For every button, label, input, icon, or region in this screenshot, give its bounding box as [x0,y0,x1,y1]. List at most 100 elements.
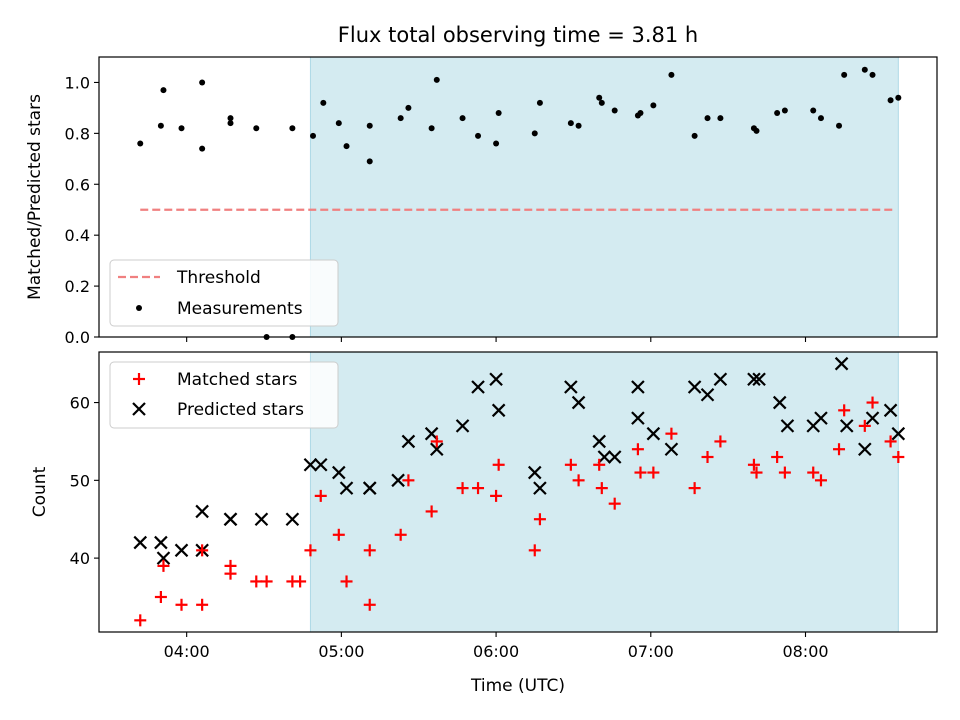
bottom-panel: 40 50 60 04:00 05:00 06:00 07:00 08:00 Matched … [30,351,938,696]
observing-time-shade [309,351,899,633]
y-tick-label: 0.4 [65,226,90,245]
x-tick-label: 05:00 [318,642,364,661]
matched-star-point [363,598,376,611]
matched-star-point [595,482,608,495]
measurement-point [575,122,582,129]
legend-matched-swatch [133,373,145,385]
chart-title: Flux total observing time = 3.81 h [338,23,698,47]
x-tick-label: 08:00 [782,642,828,661]
measurement-point [433,76,440,83]
matched-star-point [572,474,585,487]
legend-box [109,259,339,327]
top-panel: 0.0 0.2 0.4 0.6 0.8 1.0 Threshold Measurements… [25,56,938,347]
measurement-point [650,102,657,109]
matched-star-point [430,435,443,448]
measurement-point [137,140,144,147]
measurement-point [199,79,206,86]
measurement-point [637,110,644,116]
measurement-point [495,110,502,116]
measurement-point [320,99,327,106]
measurement-point [157,122,164,129]
matched-star-point [778,466,791,479]
x-tick-label: 06:00 [473,642,519,661]
matched-star-point [314,489,327,502]
matched-star-point [866,396,879,409]
matched-star-point [134,614,147,627]
predicted-star-point [664,442,679,457]
predicted-star-point [592,434,606,449]
measurement-point [531,130,538,137]
predicted-star-point [285,512,300,527]
predicted-star-point [883,403,898,418]
measurement-point [753,127,760,134]
predicted-star-point [839,419,854,433]
predicted-star-point [362,481,377,495]
matched-star-point [402,474,415,487]
legend-predicted-swatch [132,402,146,416]
measurement-point [227,115,234,122]
predicted-star-point [533,481,547,495]
predicted-star-point [303,457,318,472]
x-tick-label: 04:00 [164,642,210,661]
predicted-star-point [858,442,872,457]
axes-frame [98,56,938,338]
legend-predicted-label: Predicted stars [177,400,304,420]
matched-star-point [814,474,827,487]
matched-star-point [332,528,345,541]
matched-star-point [634,466,647,479]
matched-star-point [858,419,871,432]
measurement-point [493,140,500,147]
matched-star-point [688,482,701,495]
measurement-point [817,115,824,122]
y-tick-label: 0.6 [65,175,90,194]
measurement-point [227,120,234,127]
legend-measurement-label: Measurements [177,299,303,319]
predicted-star-point [339,481,354,495]
predicted-star-point [424,426,439,441]
matched-star-point [304,544,317,557]
predicted-star-point [195,504,209,519]
measurement-point [861,66,868,73]
matched-star-point [340,575,353,588]
predicted-star-point [631,411,645,425]
predicted-star-point [780,419,795,433]
matched-star-point [456,482,469,495]
measurement-point [428,125,435,132]
predicted-star-point [491,403,506,418]
predicted-star-point [313,457,328,472]
predicted-star-point [646,426,661,441]
matched-star-point [157,559,170,572]
predicted-star-point [772,395,787,410]
y-tick-label: 60 [70,394,90,413]
measurement-point [596,94,603,101]
predicted-star-point [223,512,238,527]
y-tick-label: 0.0 [65,328,90,347]
measurement-point [343,143,350,150]
matched-star-point [154,591,167,603]
predicted-star-point [700,387,715,402]
matched-star-point [196,598,209,611]
matched-star-point [701,451,714,463]
measurement-point [405,104,412,111]
predicted-star-point [571,395,586,410]
predicted-star-point [597,450,612,464]
predicted-star-point [687,380,702,394]
measurement-point [366,158,373,165]
matched-star-point [714,435,727,448]
measurement-point [611,107,618,114]
matched-star-point [665,427,678,440]
matched-star-point [771,451,784,463]
measurement-point [366,122,373,129]
predicted-star-point [752,372,766,387]
matched-star-point [892,451,905,463]
legend-box [109,361,339,429]
predicted-star-point [254,512,269,527]
measurement-point [895,94,902,101]
predicted-star-point [527,465,542,480]
predicted-star-point [489,372,503,387]
matched-star-point [750,466,763,479]
predicted-star-point [713,372,728,387]
matched-star-point [492,458,505,471]
predicted-star-point [430,442,444,457]
y-tick-label: 1.0 [65,73,90,92]
